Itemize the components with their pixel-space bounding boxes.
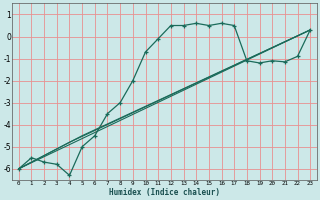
X-axis label: Humidex (Indice chaleur): Humidex (Indice chaleur) (109, 188, 220, 197)
